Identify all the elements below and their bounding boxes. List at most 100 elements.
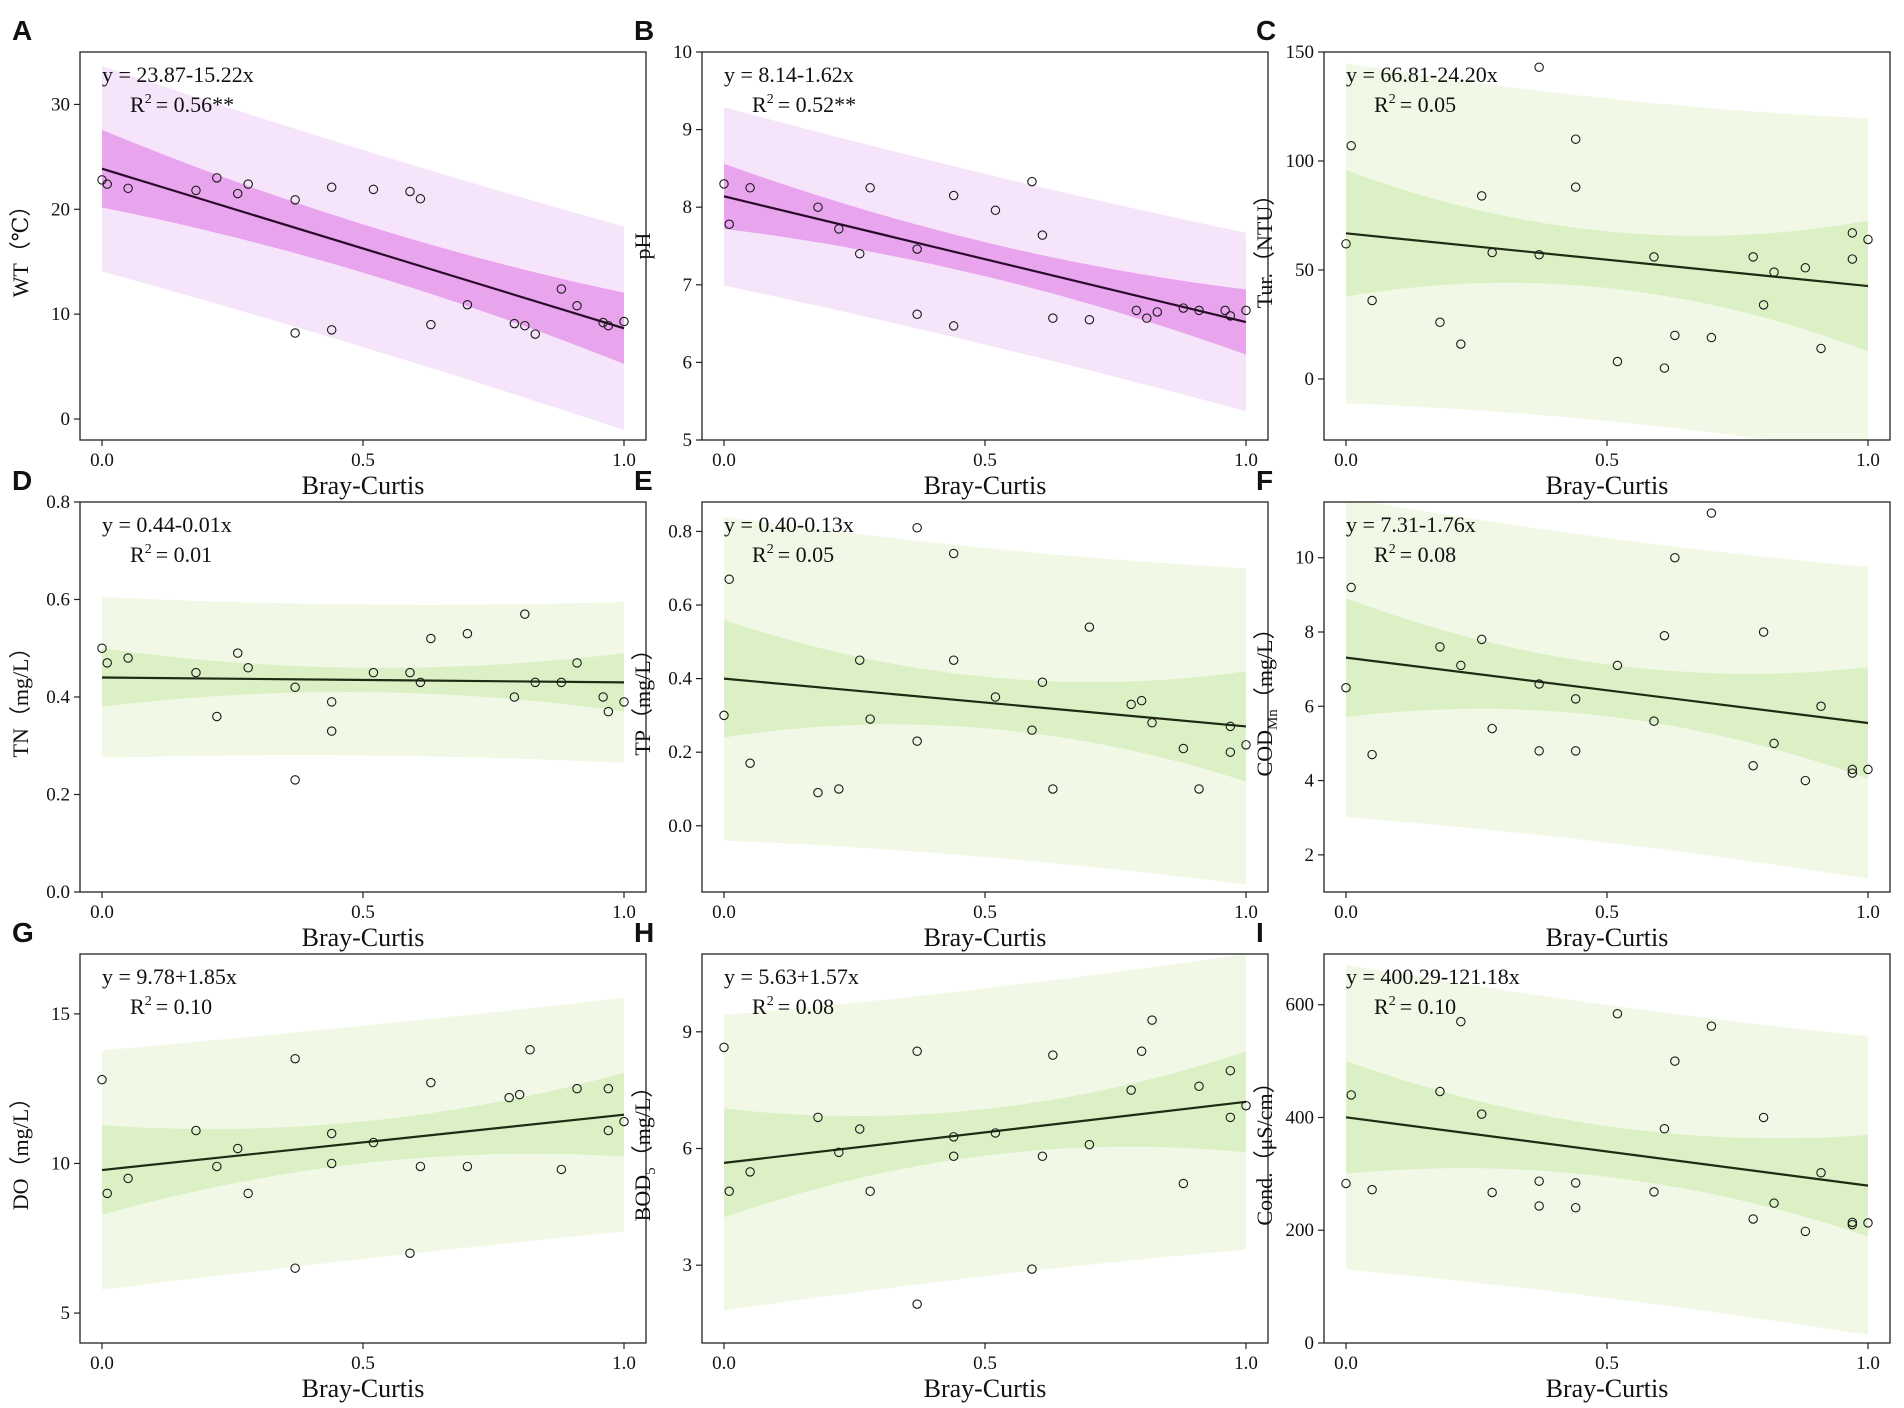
y-tick-label: 6 <box>1305 696 1315 717</box>
x-tick-label: 1.0 <box>1234 1353 1258 1374</box>
data-point <box>1225 747 1236 757</box>
data-point <box>1476 1109 1487 1119</box>
panel-f: 0.0 0.5 1.0 2 4 6 8 10 Bray-Curtis CODMn（mg/L） y =… <box>1252 465 1891 952</box>
r-squared-value: = 0.05 <box>1400 92 1456 117</box>
data-point <box>813 202 823 212</box>
data-point <box>1136 1046 1147 1057</box>
y-tick-label: 8 <box>1305 622 1315 643</box>
data-point <box>1341 682 1351 693</box>
data-point <box>290 195 300 205</box>
data-point <box>1534 679 1544 689</box>
data-point <box>1241 1100 1251 1111</box>
data-point <box>1534 1176 1544 1186</box>
data-point <box>1476 191 1487 201</box>
r-squared-symbol: R <box>130 542 145 567</box>
regression-equation: y = 5.63+1.57x <box>724 964 859 989</box>
y-tick-label: 0.4 <box>46 687 70 708</box>
x-tick-label: 1.0 <box>1856 450 1880 471</box>
x-tick-label: 0.0 <box>1334 902 1358 923</box>
data-point <box>123 653 133 663</box>
x-axis-label: Bray-Curtis <box>1546 923 1669 952</box>
data-point <box>1847 254 1858 264</box>
data-point <box>598 692 608 702</box>
r-squared-value: = 0.10 <box>1400 994 1456 1019</box>
x-axis-label: Bray-Curtis <box>302 1374 425 1403</box>
plot-area <box>719 516 1251 885</box>
data-point <box>530 677 541 688</box>
data-point <box>572 301 582 311</box>
regression-equation: y = 23.87-15.22x <box>102 62 254 87</box>
x-tick-label: 0.0 <box>712 450 736 471</box>
data-point <box>834 1147 844 1158</box>
data-point <box>1225 721 1236 732</box>
data-point <box>1194 305 1204 316</box>
data-point <box>1152 307 1163 317</box>
r-squared-symbol: R <box>752 994 767 1019</box>
y-tick-label: 600 <box>1286 995 1315 1016</box>
data-point <box>603 1083 614 1094</box>
panel-label: B <box>634 15 654 46</box>
x-tick-label: 1.0 <box>612 1353 636 1374</box>
y-tick-label: 0.8 <box>46 492 70 513</box>
panel-g: 0.0 0.5 1.0 5 10 15 Bray-Curtis DO（mg/L） y = 9.7… <box>8 917 647 1403</box>
data-point <box>912 309 922 320</box>
r-squared-value: = 0.08 <box>778 994 834 1019</box>
r-squared: R2 = 0.10 <box>130 994 212 1019</box>
y-axis-label: TN（mg/L） <box>8 637 33 758</box>
data-point <box>1456 1016 1466 1027</box>
y-tick-label: 100 <box>1286 151 1315 172</box>
data-point <box>504 1092 514 1103</box>
x-tick-label: 0.0 <box>90 1353 114 1374</box>
y-tick-label: 9 <box>683 1022 693 1043</box>
data-point <box>1126 1085 1136 1095</box>
data-point <box>1649 1187 1659 1197</box>
y-tick-label: 6 <box>683 352 693 373</box>
data-point <box>1800 1226 1811 1237</box>
r-squared-exponent: 2 <box>767 994 774 1009</box>
y-tick-label: 0.2 <box>668 742 692 763</box>
confidence-band <box>102 1072 624 1215</box>
data-point <box>1126 699 1136 710</box>
x-tick-label: 0.5 <box>1595 1353 1619 1374</box>
data-point <box>405 186 415 197</box>
data-point <box>1758 627 1769 637</box>
x-axis-label: Bray-Curtis <box>924 923 1047 952</box>
y-tick-label: 0 <box>61 409 71 430</box>
regression-line <box>723 677 1247 728</box>
panel-label: I <box>1256 917 1264 948</box>
y-axis-label: Tur.（NTU） <box>1252 184 1277 309</box>
y-axis-label-main: WT（℃） <box>8 195 33 298</box>
data-point <box>834 224 844 234</box>
data-point <box>1027 1264 1037 1274</box>
data-point <box>326 1128 337 1139</box>
data-point <box>854 249 865 259</box>
regression-equation: y = 0.40-0.13x <box>724 512 854 537</box>
data-point <box>326 697 337 707</box>
r-squared-symbol: R <box>1374 994 1389 1019</box>
regression-line <box>723 195 1247 324</box>
data-point <box>865 714 875 724</box>
y-tick-label: 0.6 <box>668 595 692 616</box>
data-point <box>619 1116 629 1127</box>
panel-h: 0.0 0.5 1.0 3 6 9 Bray-Curtis BOD5（mg/L） y = 5.6… <box>630 917 1269 1403</box>
r-squared: R2 = 0.08 <box>752 994 834 1019</box>
data-point <box>191 185 201 196</box>
data-point <box>212 1161 222 1172</box>
data-point <box>1534 746 1544 756</box>
data-point <box>556 284 567 294</box>
y-tick-label: 10 <box>1295 548 1314 569</box>
r-squared-exponent: 2 <box>767 542 774 557</box>
y-tick-label: 4 <box>1305 771 1315 792</box>
y-axis-label-unit: （mg/L） <box>1252 618 1277 710</box>
y-axis-label-main: DO（mg/L） <box>8 1087 33 1210</box>
data-point <box>619 697 629 707</box>
data-point <box>462 1161 473 1172</box>
x-tick-label: 1.0 <box>1234 902 1258 923</box>
r-squared-symbol: R <box>752 92 767 117</box>
y-axis-label-main: Tur.（NTU） <box>1252 184 1277 309</box>
data-point <box>462 299 473 310</box>
data-point <box>865 183 875 193</box>
data-point <box>1178 1178 1189 1189</box>
data-point <box>912 244 922 254</box>
